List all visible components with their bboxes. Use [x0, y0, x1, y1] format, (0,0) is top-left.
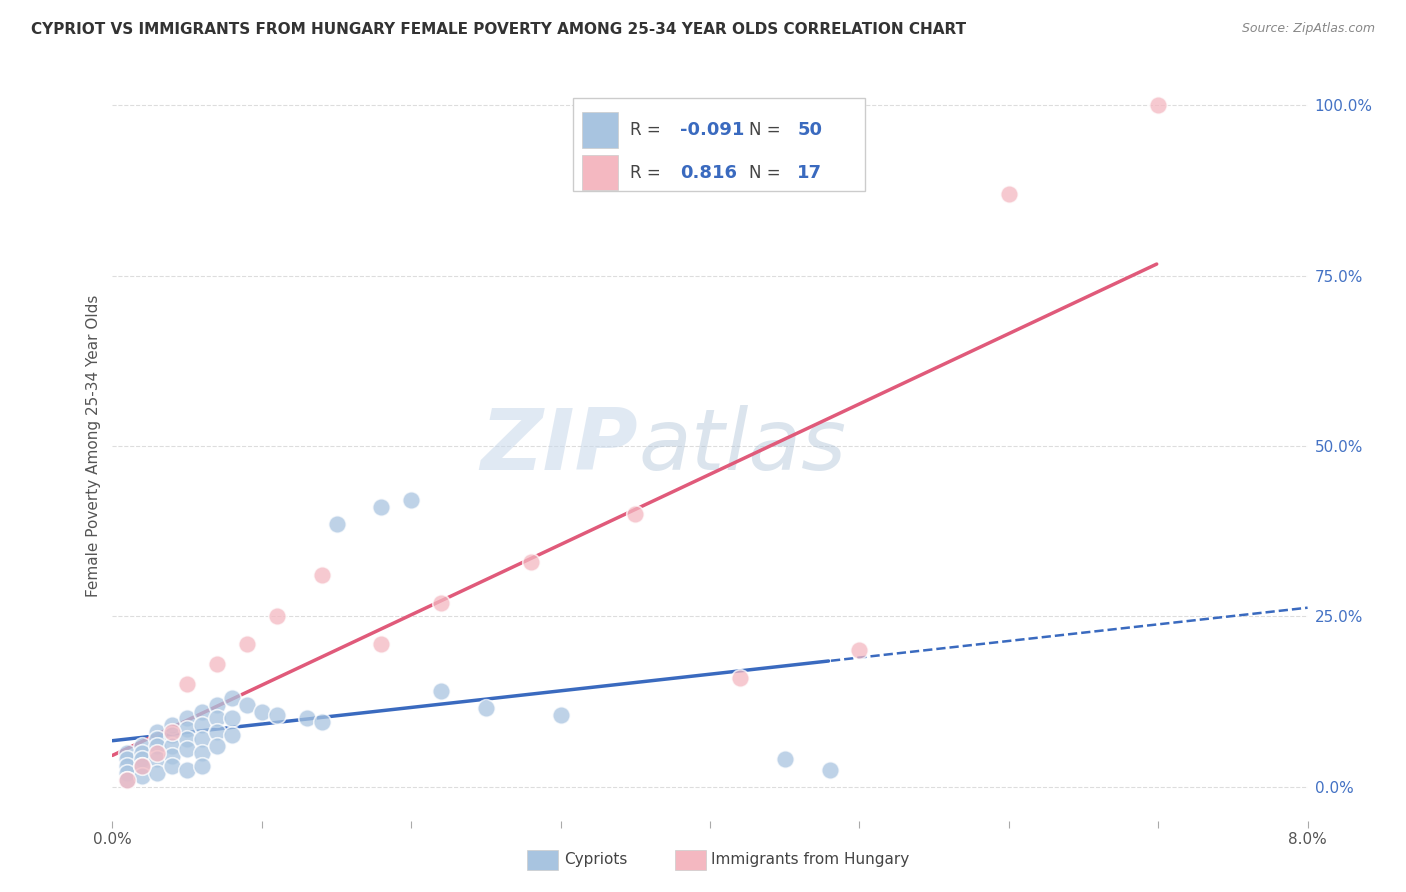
- Point: [117, 759, 139, 773]
- Point: [295, 711, 318, 725]
- Point: [430, 684, 453, 698]
- Point: [818, 763, 841, 777]
- Text: R =: R =: [630, 163, 666, 181]
- Point: [624, 507, 647, 521]
- Point: [728, 671, 751, 685]
- Point: [117, 772, 139, 787]
- Point: [117, 752, 139, 766]
- Point: [250, 705, 273, 719]
- Point: [131, 759, 153, 773]
- Point: [370, 500, 392, 515]
- Point: [146, 731, 169, 746]
- FancyBboxPatch shape: [572, 97, 866, 191]
- Point: [146, 746, 169, 760]
- Point: [311, 568, 333, 582]
- Point: [176, 722, 198, 736]
- Point: [475, 701, 498, 715]
- Point: [205, 698, 228, 712]
- Point: [205, 725, 228, 739]
- Text: -0.091: -0.091: [681, 121, 745, 139]
- Point: [205, 657, 228, 671]
- Point: [176, 677, 198, 691]
- Point: [191, 746, 214, 760]
- Point: [117, 766, 139, 780]
- Point: [266, 609, 288, 624]
- Text: Cypriots: Cypriots: [564, 853, 627, 867]
- Point: [162, 718, 183, 732]
- Point: [146, 739, 169, 753]
- Point: [370, 636, 392, 650]
- Text: CYPRIOT VS IMMIGRANTS FROM HUNGARY FEMALE POVERTY AMONG 25-34 YEAR OLDS CORRELAT: CYPRIOT VS IMMIGRANTS FROM HUNGARY FEMAL…: [31, 22, 966, 37]
- Point: [430, 596, 453, 610]
- Point: [1147, 98, 1170, 112]
- FancyBboxPatch shape: [582, 112, 619, 148]
- Y-axis label: Female Poverty Among 25-34 Year Olds: Female Poverty Among 25-34 Year Olds: [86, 295, 101, 597]
- Point: [162, 739, 183, 753]
- Point: [205, 739, 228, 753]
- Point: [221, 711, 243, 725]
- Text: atlas: atlas: [638, 404, 846, 488]
- Point: [236, 698, 259, 712]
- Point: [131, 746, 153, 760]
- FancyBboxPatch shape: [582, 154, 619, 191]
- Text: 17: 17: [797, 163, 823, 181]
- Point: [162, 725, 183, 739]
- Text: R =: R =: [630, 121, 666, 139]
- Point: [191, 718, 214, 732]
- Point: [998, 186, 1021, 201]
- Point: [550, 708, 572, 723]
- Text: N =: N =: [749, 121, 786, 139]
- Point: [131, 769, 153, 783]
- Text: 0.816: 0.816: [681, 163, 737, 181]
- Point: [266, 708, 288, 723]
- Point: [117, 746, 139, 760]
- Text: ZIP: ZIP: [481, 404, 638, 488]
- Text: 50: 50: [797, 121, 823, 139]
- Point: [146, 766, 169, 780]
- Point: [191, 759, 214, 773]
- Point: [146, 725, 169, 739]
- Point: [176, 742, 198, 756]
- Point: [221, 691, 243, 706]
- Point: [325, 517, 347, 532]
- Point: [221, 729, 243, 743]
- Point: [401, 493, 423, 508]
- Text: Immigrants from Hungary: Immigrants from Hungary: [711, 853, 910, 867]
- Point: [162, 729, 183, 743]
- Point: [848, 643, 870, 657]
- Point: [236, 636, 259, 650]
- Point: [176, 711, 198, 725]
- Point: [520, 555, 543, 569]
- Point: [191, 731, 214, 746]
- Point: [205, 711, 228, 725]
- Point: [131, 739, 153, 753]
- Text: N =: N =: [749, 163, 786, 181]
- Point: [176, 763, 198, 777]
- Point: [162, 748, 183, 763]
- Point: [117, 772, 139, 787]
- Point: [773, 752, 796, 766]
- Point: [191, 705, 214, 719]
- Point: [131, 752, 153, 766]
- Text: Source: ZipAtlas.com: Source: ZipAtlas.com: [1241, 22, 1375, 36]
- Point: [311, 714, 333, 729]
- Point: [162, 759, 183, 773]
- Point: [146, 752, 169, 766]
- Point: [176, 731, 198, 746]
- Point: [131, 759, 153, 773]
